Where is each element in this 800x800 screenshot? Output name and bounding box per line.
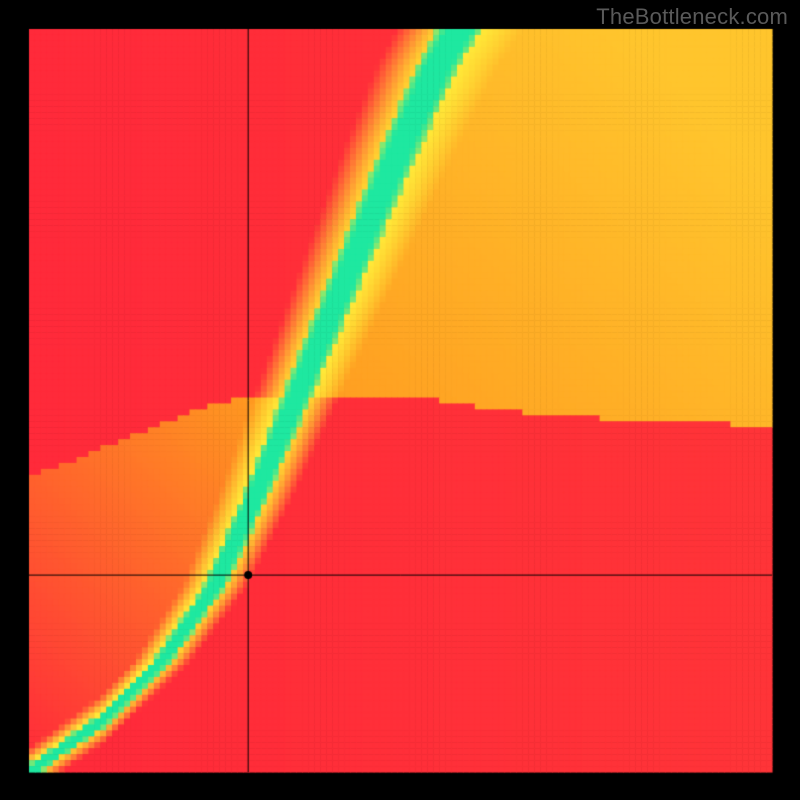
bottleneck-heatmap xyxy=(0,0,800,800)
watermark-text: TheBottleneck.com xyxy=(596,4,788,30)
